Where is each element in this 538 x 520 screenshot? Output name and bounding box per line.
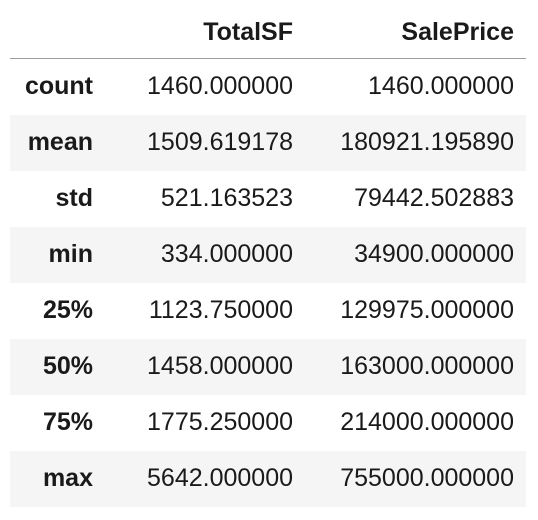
cell-saleprice: 1460.000000: [368, 72, 514, 101]
row-label: count: [24, 72, 93, 101]
cell-totalsf: 5642.000000: [147, 464, 293, 492]
cell-saleprice: 755000.000000: [340, 464, 514, 492]
table-row: count 1460.000000 1460.000000: [10, 59, 526, 115]
cell-saleprice: 129975.000000: [340, 296, 514, 324]
cell-saleprice: 79442.502883: [354, 184, 514, 212]
row-label: 75%: [42, 408, 93, 436]
row-label: 50%: [42, 352, 93, 380]
table-row: min 334.000000 34900.000000: [10, 226, 526, 283]
table-row: 50% 1458.000000 163000.000000: [10, 338, 526, 395]
table-row: max 5642.000000 755000.000000: [10, 450, 526, 507]
row-label: min: [48, 240, 93, 268]
row-label: 25%: [42, 296, 93, 324]
row-label: mean: [27, 128, 93, 156]
row-label: std: [55, 184, 94, 212]
header-row: TotalSF SalePrice: [10, 6, 526, 59]
column-header-saleprice: SalePrice: [305, 6, 526, 59]
cell-totalsf: 521.163523: [160, 184, 293, 212]
cell-saleprice: 34900.000000: [354, 240, 514, 268]
index-header: [10, 6, 105, 59]
cell-totalsf: 1775.250000: [147, 408, 293, 436]
table-row: std 521.163523 79442.502883: [10, 171, 526, 227]
table-row: mean 1509.619178 180921.195890: [10, 114, 526, 171]
row-label: max: [42, 464, 93, 492]
cell-totalsf: 1123.750000: [148, 296, 293, 324]
cell-totalsf: 334.000000: [160, 240, 293, 268]
describe-table: TotalSF SalePrice count 1460.000000 1460…: [10, 6, 526, 507]
cell-totalsf: 1509.619178: [147, 128, 293, 156]
cell-saleprice: 163000.000000: [340, 352, 514, 380]
cell-totalsf: 1460.000000: [147, 72, 293, 101]
table-row: 25% 1123.750000 129975.000000: [10, 283, 526, 339]
cell-saleprice: 214000.000000: [340, 408, 514, 436]
cell-saleprice: 180921.195890: [340, 128, 514, 156]
cell-totalsf: 1458.000000: [147, 352, 293, 380]
column-header-totalsf: TotalSF: [105, 6, 305, 59]
table-row: 75% 1775.250000 214000.000000: [10, 395, 526, 451]
